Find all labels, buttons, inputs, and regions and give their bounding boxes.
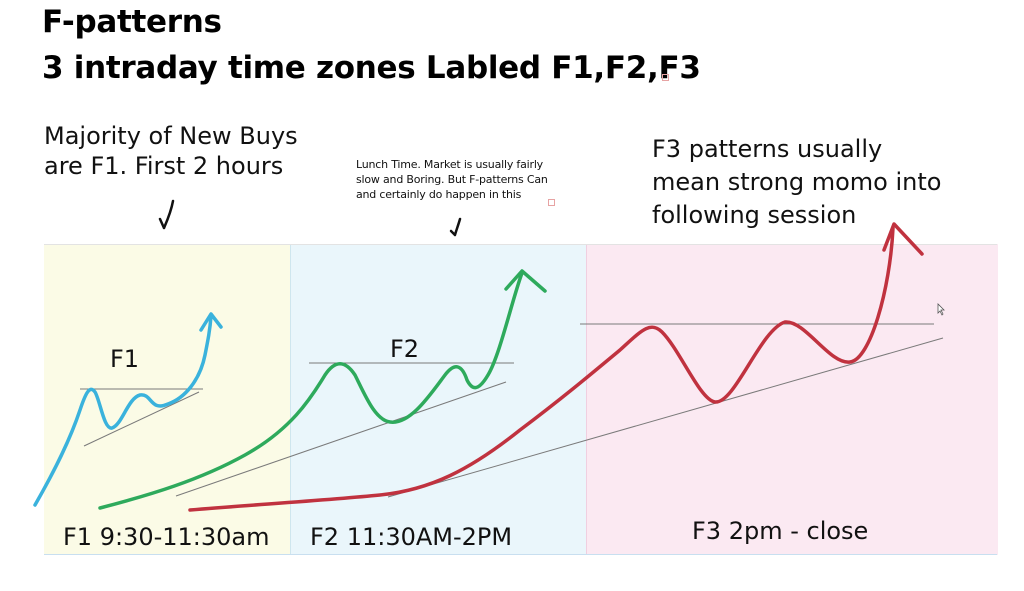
title-line-1: F-patterns [42,4,222,40]
arrow-up-icon [199,312,223,332]
f3-curve [188,226,895,512]
note-f2-line: and certainly do happen in this [356,188,522,201]
note-f1-line: Majority of New Buys [44,122,298,150]
cursor-icon [937,303,945,316]
f2-trend-line [175,381,507,497]
f3-trend-line [387,337,944,498]
selection-handle-icon [662,74,669,81]
pattern-label-f1: F1 [110,345,140,373]
zone-f3 [586,244,998,555]
zone-top-border [44,244,997,245]
f1-curve [33,314,213,507]
note-f3-line: mean strong momo into [652,168,942,196]
arrow-up-icon [504,269,547,293]
note-f3-line: following session [652,201,857,229]
down-arrow-tick-icon [449,217,462,237]
arrow-up-icon [882,222,924,256]
zone-label-f1: F1 9:30-11:30am [63,523,270,551]
zone-label-f3: F3 2pm - close [692,517,869,545]
title-line-2: 3 intraday time zones Labled F1,F2,F3 [42,50,701,86]
note-f1: Majority of New Buys are F1. First 2 hou… [44,121,298,181]
note-f1-line: are F1. First 2 hours [44,152,284,180]
f2-curve [98,271,524,510]
zone-f2 [290,244,587,555]
note-f2-line: slow and Boring. But F-patterns Can [356,173,548,186]
note-f3: F3 patterns usually mean strong momo int… [652,133,941,232]
note-f3-line: F3 patterns usually [652,135,883,163]
note-f2: Lunch Time. Market is usually fairly slo… [356,157,548,202]
down-arrow-tick-icon [158,199,175,230]
f1-trend-line [83,391,200,447]
zone-bottom-border [44,554,997,555]
zone-label-f2: F2 11:30AM-2PM [310,523,513,551]
pattern-label-f2: F2 [390,335,420,363]
note-f2-line: Lunch Time. Market is usually fairly [356,158,543,171]
selection-handle-icon [548,199,555,206]
